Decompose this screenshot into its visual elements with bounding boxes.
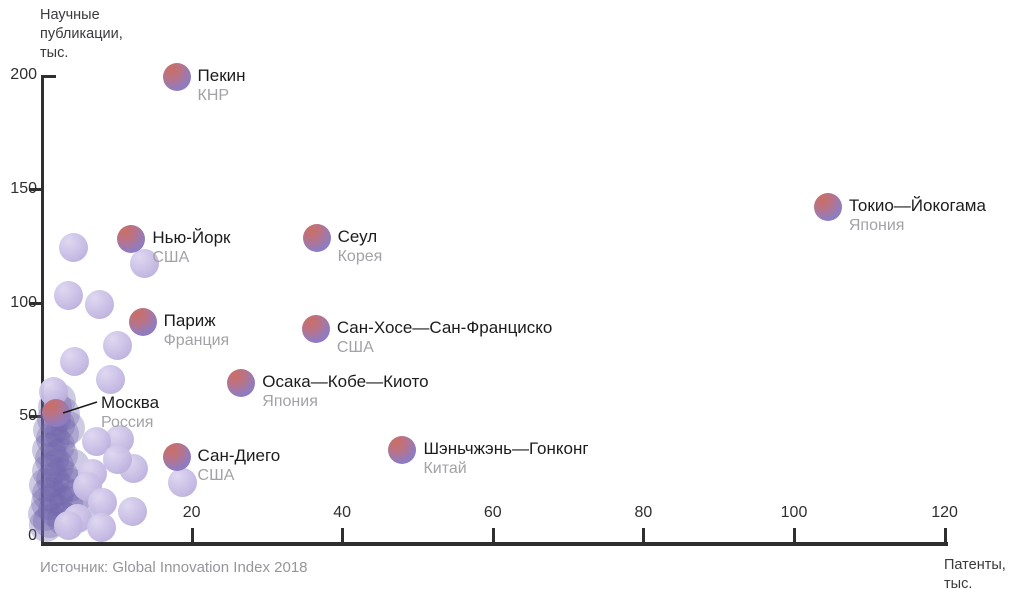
city-label-7: Осака—Кобе—Киото Япония xyxy=(262,372,428,412)
city-point-2 xyxy=(813,192,842,221)
city-name: Пекин xyxy=(197,66,246,86)
country-name: США xyxy=(197,467,235,485)
city-name: Токио—Йокогама xyxy=(848,195,986,215)
country-name: Китай xyxy=(423,460,467,478)
data-point xyxy=(103,444,133,474)
city-point-4 xyxy=(302,223,331,252)
city-point-8 xyxy=(42,398,71,427)
city-point-10 xyxy=(388,436,417,465)
y-axis-title: Научные публикации, тыс. xyxy=(40,6,123,63)
y-axis-title-line1: Научные xyxy=(40,7,100,23)
cluster-point xyxy=(32,433,67,468)
city-point-6 xyxy=(301,314,330,343)
country-name: Япония xyxy=(848,216,905,234)
cluster-point xyxy=(42,472,77,507)
x-tick-120 xyxy=(943,528,947,542)
y-tick-label-200: 200 xyxy=(10,66,37,83)
cluster-point xyxy=(31,453,66,488)
x-tick-label-80: 80 xyxy=(634,504,653,521)
city-name: Нью-Йорк xyxy=(152,227,231,247)
country-name: США xyxy=(336,338,374,356)
cluster-point xyxy=(43,458,78,493)
cluster-point xyxy=(44,437,79,472)
y-axis-title-line3: тыс. xyxy=(40,45,69,61)
city-label-4: Сеул Корея xyxy=(338,227,383,267)
data-point xyxy=(129,249,159,279)
source-caption: Источник: Global Innovation Index 2018 xyxy=(40,559,308,576)
x-tick-label-120: 120 xyxy=(931,504,958,521)
x-tick-40 xyxy=(341,528,345,542)
city-name: Москва xyxy=(101,393,160,412)
country-name: США xyxy=(152,248,190,266)
x-axis-line xyxy=(41,542,948,546)
data-point xyxy=(87,513,117,543)
y-tick-150 xyxy=(29,187,41,191)
x-tick-100 xyxy=(793,528,796,542)
country-name: Франция xyxy=(163,331,230,349)
city-label-6: Сан-Хосе—Сан-Франциско США xyxy=(337,318,553,358)
cluster-point xyxy=(36,462,71,497)
y-tick-100 xyxy=(29,301,41,305)
city-label-2: Токио—Йокогама Япония xyxy=(849,196,986,236)
city-name: Шэньчжэнь—Гонконг xyxy=(423,439,589,459)
y-axis-line xyxy=(41,75,44,542)
y-tick-label-150: 150 xyxy=(10,179,37,197)
x-axis-title: Патенты, тыс. xyxy=(944,556,1006,594)
data-point xyxy=(58,233,88,263)
data-point xyxy=(88,488,118,518)
data-point xyxy=(95,365,125,395)
y-tick-label-0: 0 xyxy=(28,527,37,544)
city-label-5: Париж Франция xyxy=(164,311,230,351)
y-axis-title-line2: публикации, xyxy=(40,26,123,42)
data-point xyxy=(53,281,83,311)
city-point-1 xyxy=(162,63,191,92)
cluster-point xyxy=(36,422,71,456)
x-tick-label-100: 100 xyxy=(780,504,808,521)
city-label-8: Москва Россия xyxy=(101,393,159,433)
country-name: Корея xyxy=(337,247,383,265)
cluster-point xyxy=(39,449,74,484)
x-tick-label-40: 40 xyxy=(333,504,352,521)
x-tick-80 xyxy=(642,528,646,542)
country-name: Россия xyxy=(101,414,154,431)
city-label-9: Сан-Диего США xyxy=(198,446,281,486)
y-tick-label-50: 50 xyxy=(19,407,37,425)
x-axis-title-line2: тыс. xyxy=(944,576,973,592)
cluster-point xyxy=(29,467,64,502)
city-label-1: Пекин КНР xyxy=(198,66,246,106)
x-tick-60 xyxy=(491,528,495,542)
data-point xyxy=(85,290,115,320)
y-tick-50 xyxy=(29,415,41,419)
y-tick-label-100: 100 xyxy=(10,293,37,311)
cluster-point xyxy=(32,476,67,511)
city-point-9 xyxy=(162,443,191,472)
data-point xyxy=(53,510,83,540)
data-point xyxy=(168,467,198,497)
x-tick-label-60: 60 xyxy=(483,504,502,521)
cluster-point xyxy=(34,442,69,477)
city-point-5 xyxy=(128,307,157,336)
city-name: Сан-Диего xyxy=(197,446,281,466)
city-name: Сан-Хосе—Сан-Франциско xyxy=(336,317,553,337)
x-axis-title-line1: Патенты, xyxy=(944,557,1006,573)
city-name: Осака—Кобе—Киото xyxy=(262,372,429,392)
country-name: Япония xyxy=(262,393,318,411)
data-point xyxy=(102,331,132,361)
x-tick-label-20: 20 xyxy=(182,504,201,521)
country-name: КНР xyxy=(197,87,230,105)
city-point-3 xyxy=(117,224,146,253)
y-axis-top-cap xyxy=(41,75,56,78)
city-label-3: Нью-Йорк США xyxy=(152,228,230,268)
x-tick-20 xyxy=(190,528,194,542)
city-label-10: Шэньчжэнь—Гонконг Китай xyxy=(423,439,588,479)
cluster-point xyxy=(40,428,75,463)
city-name: Париж xyxy=(163,310,216,330)
data-point xyxy=(60,347,90,377)
city-point-7 xyxy=(227,369,256,398)
data-point xyxy=(118,497,148,527)
city-name: Сеул xyxy=(337,226,378,246)
